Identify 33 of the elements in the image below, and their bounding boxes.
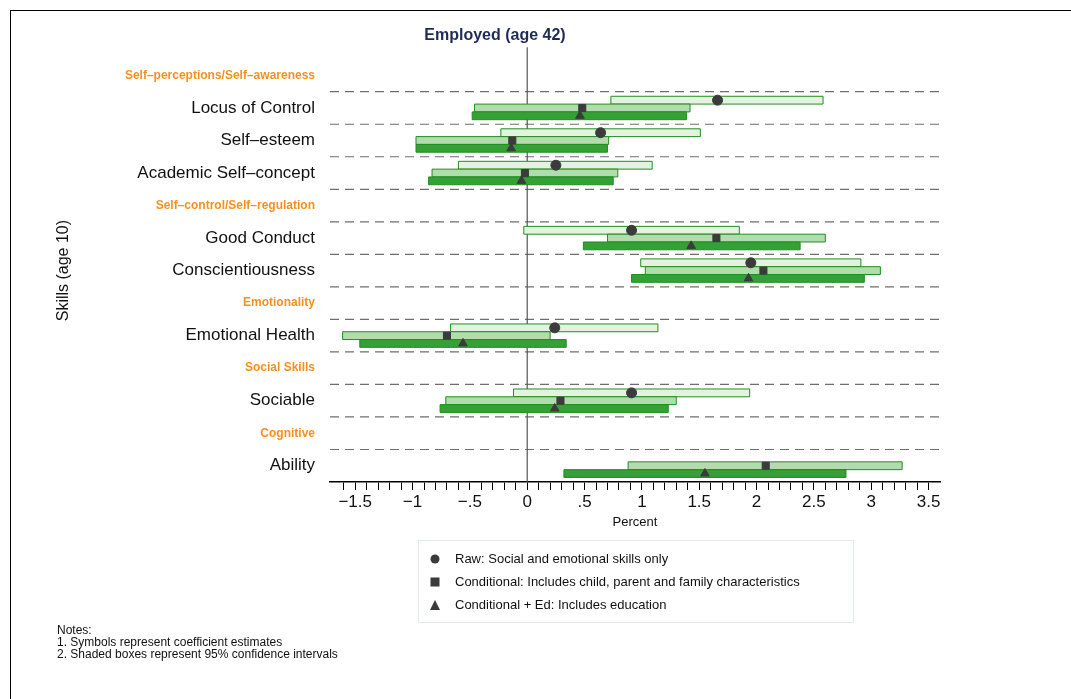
y-tick-label: Self–control/Self–regulation (155, 197, 315, 212)
y-tick-label: Locus of Control (191, 97, 315, 117)
y-tick-label: Good Conduct (205, 227, 316, 247)
text: 2. Shaded boxes represent 95% confidence intervals (57, 647, 338, 661)
legend-label: Raw: Social and emotional skills only (455, 551, 669, 566)
y-tick-label: Sociable (249, 390, 315, 410)
text: 1. Symbols represent coefficient estimates (57, 635, 283, 649)
x-tick-label: 1 (637, 491, 647, 511)
y-tick-label: Self–esteem (220, 130, 315, 150)
text: Notes: (57, 623, 93, 637)
x-axis-title: Percent (612, 513, 658, 529)
x-tick-label: −1 (402, 491, 423, 511)
legend-label: Conditional + Ed: Includes education (455, 597, 667, 612)
y-tick-label: Cognitive (260, 425, 316, 440)
x-tick-label: 2.5 (802, 491, 826, 511)
y-tick-label: Self–perceptions/Self–awareness (124, 67, 316, 82)
x-tick-label: −.5 (457, 491, 482, 511)
y-tick-label: Social Skills (244, 360, 316, 375)
x-tick-label: 3 (866, 491, 876, 511)
x-tick-label: 0 (522, 491, 532, 511)
y-tick-label: Emotionality (242, 295, 316, 310)
y-tick-label: Ability (269, 455, 316, 475)
y-tick-label: Emotional Health (185, 325, 315, 345)
y-axis-title: Skills (age 10) (54, 219, 72, 322)
x-tick-label: .5 (577, 491, 592, 511)
chart-title: Employed (age 42) (424, 26, 566, 44)
x-tick-label: 2 (751, 491, 762, 511)
y-tick-label: Academic Self–concept (137, 162, 316, 182)
x-tick-label: −1.5 (338, 491, 373, 511)
y-tick-label: Conscientiousness (172, 260, 315, 280)
x-tick-label: 1.5 (687, 491, 712, 511)
legend-label: Conditional: Includes child, parent and family characteristics (455, 574, 800, 589)
x-tick-label: 3.5 (916, 491, 941, 511)
